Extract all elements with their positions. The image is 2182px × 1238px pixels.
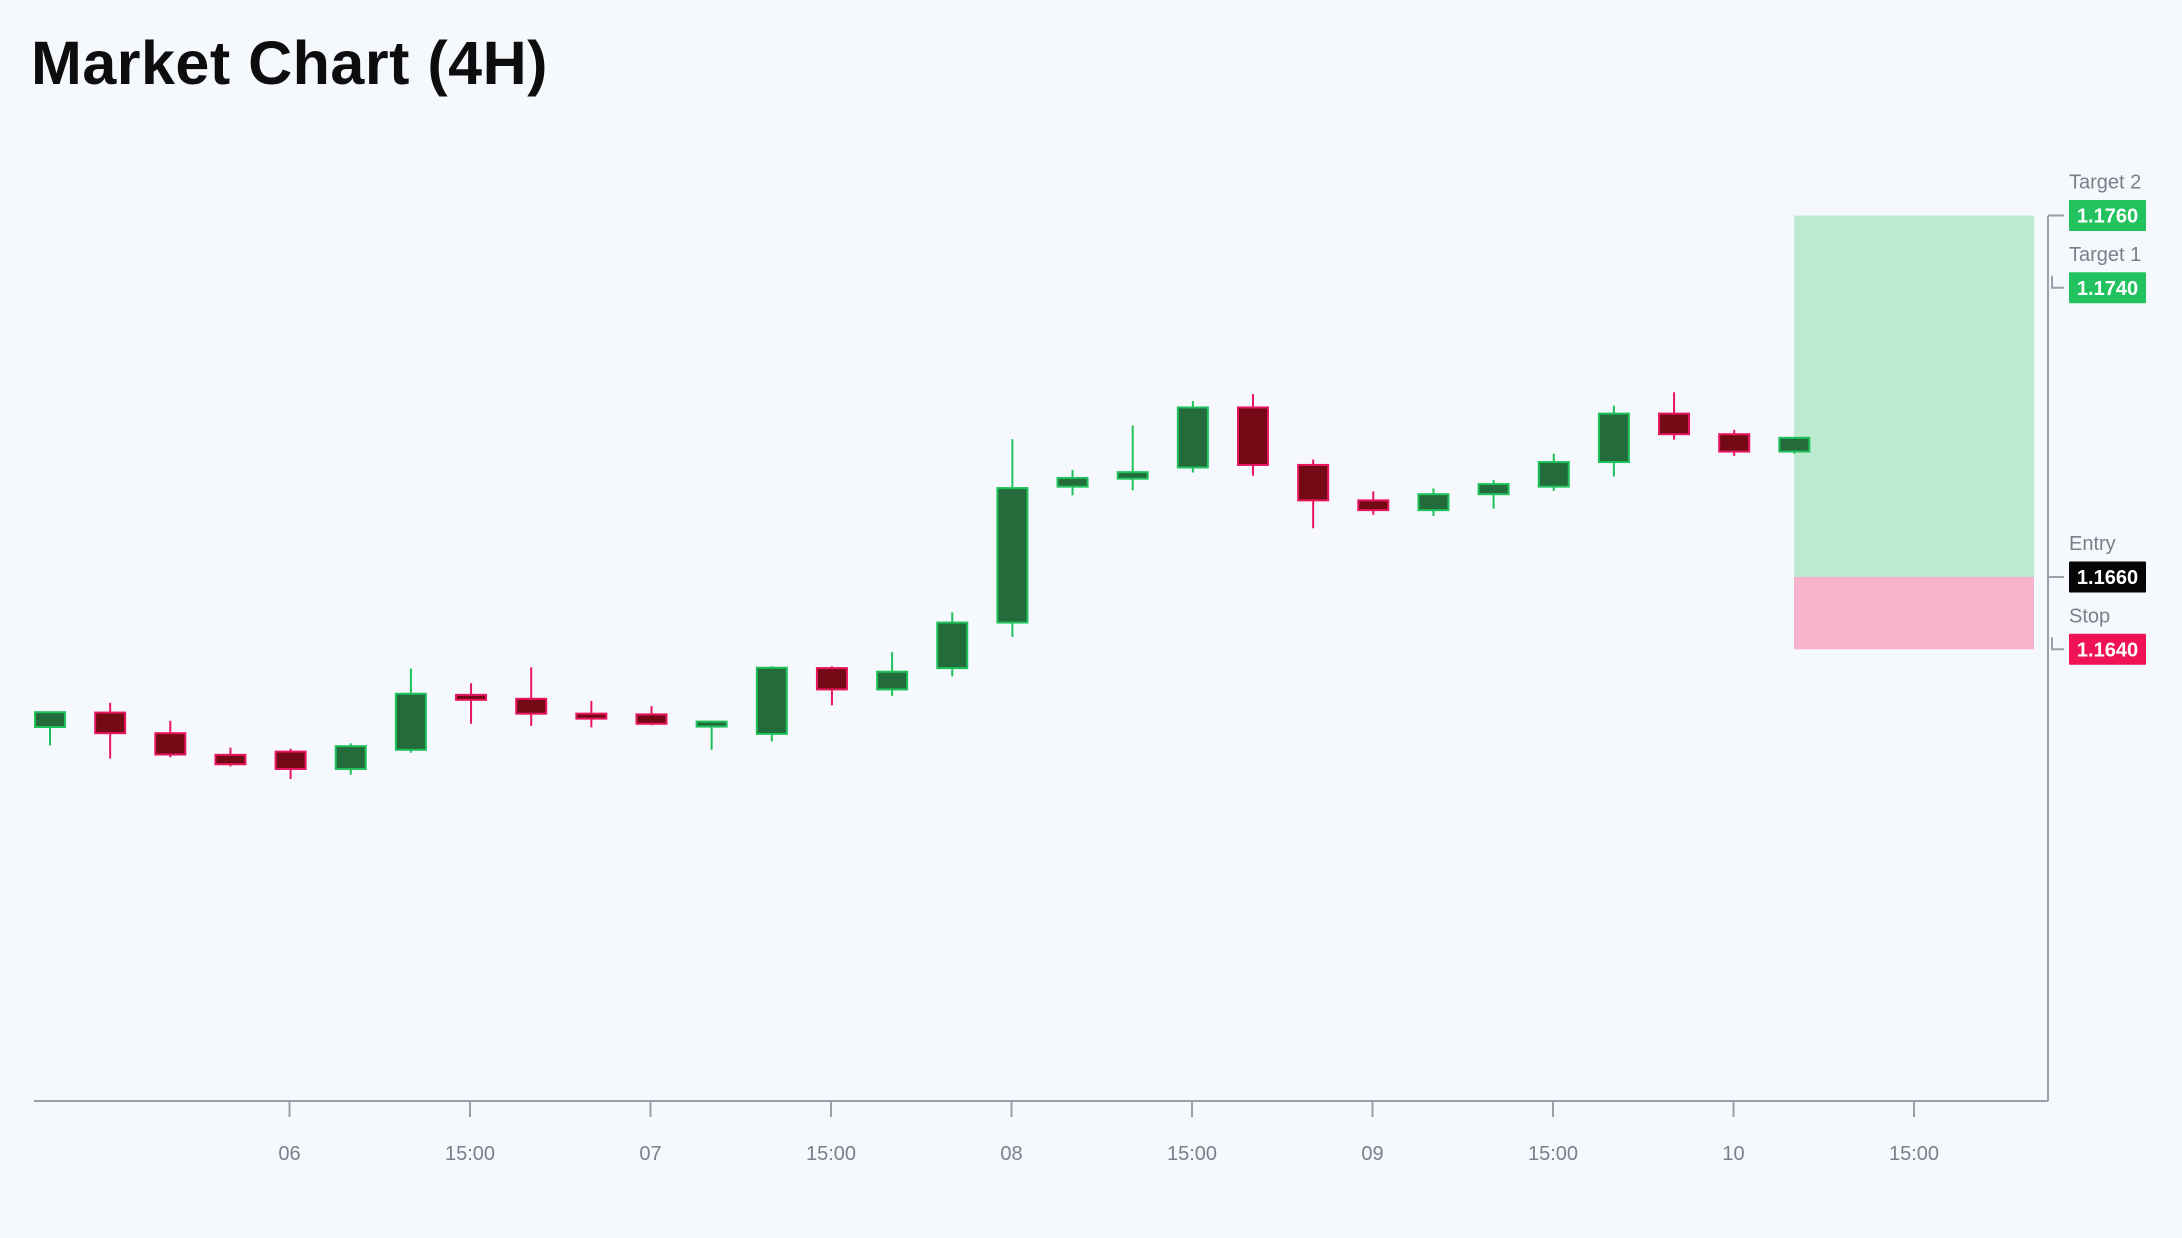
level-value: 1.1760 — [2077, 206, 2138, 228]
candle — [1237, 394, 1269, 476]
candles — [34, 392, 1811, 780]
candle — [94, 702, 127, 759]
candle-body — [515, 697, 548, 715]
candle — [755, 666, 788, 742]
candle-body — [1537, 461, 1570, 488]
level-stop: Stop 1.1640 — [2051, 605, 2146, 665]
candle-body — [755, 666, 788, 735]
candle-body — [1417, 493, 1450, 512]
candle-body — [1597, 412, 1630, 464]
level-name: Stop — [2069, 605, 2110, 627]
x-tick-label: 06 — [278, 1143, 300, 1165]
level-badge — [2069, 200, 2146, 231]
x-tick-label: 09 — [1361, 1143, 1383, 1165]
trade-zones — [1794, 215, 2034, 650]
level-target2: Target 2 1.1760 — [2048, 172, 2146, 231]
candle — [575, 700, 608, 728]
loss-zone — [1794, 577, 2034, 650]
candle-body — [154, 732, 187, 756]
candle — [1176, 400, 1209, 473]
candle-body — [575, 712, 608, 720]
candle-body — [1116, 471, 1149, 480]
candle — [1297, 459, 1330, 529]
x-tick-label: 15:00 — [1528, 1143, 1578, 1165]
level-target1: Target 1 1.1740 — [2051, 244, 2146, 304]
level-value: 1.1740 — [2077, 278, 2138, 300]
candle — [1537, 453, 1570, 491]
level-badge — [2069, 561, 2146, 593]
x-tick-label: 15:00 — [806, 1143, 856, 1165]
level-badge — [2069, 633, 2146, 665]
candle-body — [214, 753, 247, 766]
candle-body — [394, 692, 427, 751]
candle — [1778, 436, 1811, 454]
x-tick-label: 15:00 — [1167, 1143, 1217, 1165]
candle — [815, 666, 848, 706]
candle — [1417, 488, 1450, 516]
candle-body — [936, 621, 969, 670]
level-name: Target 1 — [2069, 244, 2141, 266]
candle-body — [334, 745, 367, 770]
candle — [1718, 429, 1751, 456]
candle-body — [94, 711, 127, 735]
candle — [34, 711, 66, 746]
x-tick-label: 07 — [639, 1143, 661, 1165]
candle — [1357, 491, 1390, 515]
candle-body — [1176, 406, 1209, 469]
chart-title: Market Chart (4H) — [31, 29, 548, 97]
candle-body — [1718, 433, 1751, 453]
candle-body — [1237, 406, 1269, 466]
x-tick-label: 08 — [1000, 1143, 1022, 1165]
profit-zone — [1794, 215, 2034, 577]
candle-body — [274, 750, 307, 770]
candle-body — [996, 487, 1029, 624]
candle — [936, 612, 969, 677]
candle — [876, 652, 909, 696]
candle — [1658, 392, 1691, 440]
candle-body — [1297, 463, 1330, 502]
candle-body — [1778, 436, 1811, 453]
candle — [154, 720, 187, 758]
level-value: 1.1660 — [2077, 567, 2138, 589]
candle-body — [815, 667, 848, 691]
candle — [695, 720, 728, 750]
candle — [1056, 469, 1089, 496]
candle-body — [1477, 483, 1510, 496]
candle-body — [455, 693, 488, 701]
level-connector — [2051, 275, 2064, 289]
x-tick-label: 15:00 — [1889, 1143, 1939, 1165]
candle-body — [635, 713, 668, 725]
candle — [334, 743, 367, 775]
level-value: 1.1640 — [2077, 639, 2138, 661]
candle — [274, 748, 307, 780]
level-badge — [2069, 272, 2146, 304]
candle-body — [34, 711, 66, 729]
candle — [635, 706, 668, 726]
candle — [214, 747, 247, 767]
level-connector — [2051, 637, 2064, 651]
candle — [515, 667, 548, 726]
level-name: Target 2 — [2069, 172, 2141, 194]
x-tick-label: 10 — [1722, 1143, 1744, 1165]
candle-body — [1357, 499, 1390, 512]
candle-body — [876, 670, 909, 691]
axes: 06 15:00 07 15:00 08 15:00 09 15:00 10 15:00 — [34, 216, 2049, 1165]
candle — [996, 439, 1029, 638]
candle-body — [1056, 476, 1089, 488]
candle — [455, 683, 488, 724]
level-name: Entry — [2069, 533, 2116, 555]
candle — [1116, 425, 1149, 491]
candle — [1597, 405, 1630, 477]
candle — [1477, 480, 1510, 509]
price-levels: Target 2 1.1760 Target 1 1.1740 Entry 1.1660 S… — [2048, 172, 2146, 665]
candle — [394, 668, 427, 753]
candle-body — [695, 720, 728, 728]
candle-body — [1658, 412, 1691, 436]
x-tick-label: 15:00 — [445, 1143, 495, 1165]
level-entry: Entry 1.1660 — [2048, 533, 2146, 593]
